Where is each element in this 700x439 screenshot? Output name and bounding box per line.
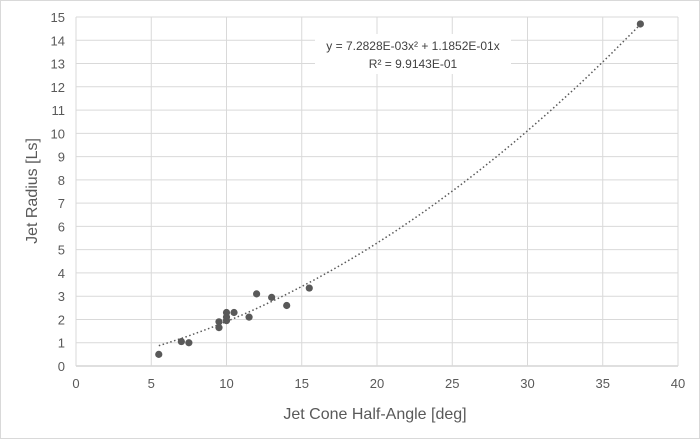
- trendline-r-squared: R² = 9.9143E-01: [369, 57, 458, 71]
- data-point: [245, 314, 252, 321]
- x-tick-label: 5: [148, 376, 155, 391]
- data-point: [283, 302, 290, 309]
- y-tick-label: 6: [58, 219, 65, 234]
- y-tick-label: 2: [58, 312, 65, 327]
- data-point: [306, 284, 313, 291]
- data-point: [185, 339, 192, 346]
- y-axis-title: Jet Radius [Ls]: [24, 138, 41, 244]
- y-tick-label: 9: [58, 150, 65, 165]
- y-tick-label: 10: [51, 126, 65, 141]
- y-tick-label: 4: [58, 266, 65, 281]
- y-tick-label: 7: [58, 196, 65, 211]
- x-tick-label: 0: [72, 376, 79, 391]
- data-point: [178, 338, 185, 345]
- data-point: [253, 290, 260, 297]
- data-point: [155, 351, 162, 358]
- x-tick-label: 40: [671, 376, 685, 391]
- y-tick-label: 1: [58, 336, 65, 351]
- y-tick-label: 0: [58, 359, 65, 374]
- y-tick-label: 13: [51, 57, 65, 72]
- data-point: [223, 309, 230, 316]
- y-tick-label: 11: [52, 103, 66, 118]
- y-tick-label: 8: [58, 173, 65, 188]
- x-tick-label: 20: [370, 376, 384, 391]
- trendline-equation-box: y = 7.2828E-03x² + 1.1852E-01x R² = 9.91…: [315, 34, 511, 74]
- y-tick-label: 3: [58, 289, 65, 304]
- x-axis-title: Jet Cone Half-Angle [deg]: [283, 406, 466, 423]
- x-tick-label: 30: [520, 376, 534, 391]
- y-tick-label: 12: [51, 80, 65, 95]
- x-tick-label: 35: [596, 376, 610, 391]
- x-tick-label: 15: [295, 376, 309, 391]
- x-tick-label: 25: [445, 376, 459, 391]
- data-point: [215, 318, 222, 325]
- data-point: [230, 309, 237, 316]
- y-tick-label: 5: [58, 243, 65, 258]
- trendline-equation: y = 7.2828E-03x² + 1.1852E-01x: [326, 39, 499, 53]
- data-point: [268, 294, 275, 301]
- y-tick-label: 14: [51, 33, 65, 48]
- x-tick-label: 10: [219, 376, 233, 391]
- scatter-chart: 01234567891011121314150 5 10 15 20 25 30 35 40 y…: [1, 1, 699, 438]
- data-point: [637, 20, 644, 27]
- chart-area: 0 1 2 3 4 5 6 7 8 9 10 11 12 13 14 15 0 5 10 15 20 25 30 35 40 y…: [0, 0, 700, 439]
- y-tick-label: 15: [51, 10, 65, 25]
